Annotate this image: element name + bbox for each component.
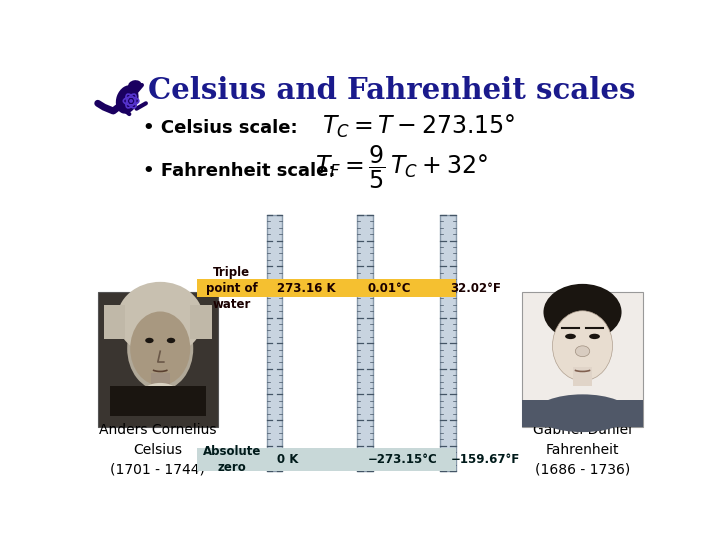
Ellipse shape [544, 284, 621, 340]
Bar [197, 448, 456, 471]
Text: −273.15°C: −273.15°C [367, 453, 437, 467]
Ellipse shape [589, 334, 600, 339]
Bar [573, 367, 592, 386]
Text: $T_F = \dfrac{9}{5}\,T_C + 32°$: $T_F = \dfrac{9}{5}\,T_C + 32°$ [315, 144, 487, 191]
Bar [197, 279, 456, 298]
Text: • Fahrenheit scale:: • Fahrenheit scale: [143, 162, 336, 180]
Bar [523, 400, 642, 427]
Bar [150, 373, 170, 389]
Ellipse shape [145, 338, 153, 343]
Bar [109, 386, 206, 416]
Bar [98, 292, 218, 427]
Text: 0.01°C: 0.01°C [367, 281, 411, 295]
Polygon shape [561, 389, 604, 400]
Text: 273.16 K: 273.16 K [276, 281, 336, 295]
Text: Absolute
zero: Absolute zero [202, 446, 261, 474]
Text: 32.02°F: 32.02°F [451, 281, 501, 295]
Text: • Celsius scale:: • Celsius scale: [143, 119, 297, 137]
Text: Celsius and Fahrenheit scales: Celsius and Fahrenheit scales [148, 77, 636, 105]
Text: Triple
point of
water: Triple point of water [206, 266, 258, 310]
Ellipse shape [117, 282, 204, 356]
Text: −159.67°F: −159.67°F [451, 453, 520, 467]
Ellipse shape [116, 85, 138, 114]
Bar [190, 306, 212, 339]
Ellipse shape [128, 80, 142, 91]
Ellipse shape [130, 312, 190, 386]
Ellipse shape [565, 334, 576, 339]
Ellipse shape [167, 338, 175, 343]
Ellipse shape [127, 307, 193, 390]
Bar [104, 306, 125, 339]
Ellipse shape [142, 383, 179, 403]
Bar [357, 215, 373, 471]
Ellipse shape [129, 99, 133, 103]
Bar [266, 215, 282, 471]
Ellipse shape [575, 346, 590, 356]
Text: Anders Cornelius
Celsius
(1701 - 1744): Anders Cornelius Celsius (1701 - 1744) [99, 423, 217, 476]
Bar [523, 292, 642, 427]
Text: 0 K: 0 K [276, 453, 298, 467]
Bar [441, 215, 456, 471]
Text: Gabriel Daniel
Fahrenheit
(1686 - 1736): Gabriel Daniel Fahrenheit (1686 - 1736) [533, 423, 632, 476]
Ellipse shape [534, 394, 631, 432]
Ellipse shape [552, 311, 613, 381]
Text: $T_C = T - 273.15°$: $T_C = T - 273.15°$ [323, 113, 516, 140]
